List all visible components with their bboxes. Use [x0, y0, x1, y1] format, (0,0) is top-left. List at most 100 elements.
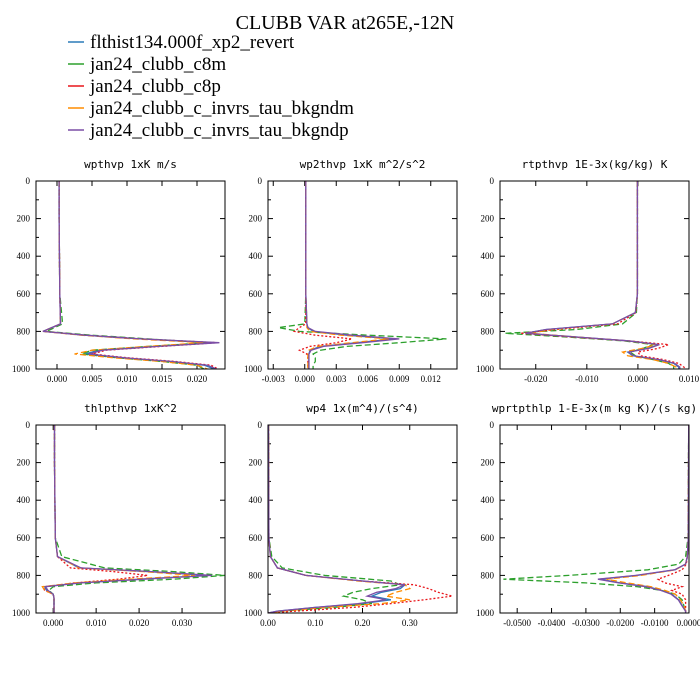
series-line	[268, 425, 403, 613]
series-line	[525, 181, 681, 369]
plot-frame	[35, 424, 226, 614]
plot-frame	[499, 424, 690, 614]
x-tick-label: 0.0000	[677, 618, 700, 628]
x-tick-label: -0.0200	[606, 618, 634, 628]
x-tick-label: 0.20	[355, 618, 371, 628]
y-tick-label: 400	[17, 495, 31, 505]
chart-panel: wp2thvp 1xK m^2/s^2 0 200 400 600 800 1000-0.0…	[244, 158, 458, 384]
panel-title: wprtpthlp 1-E-3x(m kg K)/(s kg)	[492, 402, 697, 415]
y-tick-label: 0	[258, 176, 263, 186]
y-tick-label: 200	[249, 214, 263, 224]
y-tick-label: 200	[249, 458, 263, 468]
x-tick-label: 0.020	[129, 618, 150, 628]
x-tick-label: 0.000	[47, 374, 68, 384]
y-tick-label: 200	[481, 458, 495, 468]
x-tick-label: 0.000	[295, 374, 316, 384]
panel-title: wp2thvp 1xK m^2/s^2	[300, 158, 426, 171]
series-line	[42, 181, 220, 369]
x-tick-label: 0.10	[307, 618, 323, 628]
y-tick-label: 0	[26, 420, 31, 430]
x-tick-label: 0.003	[326, 374, 347, 384]
x-tick-label: 0.006	[358, 374, 379, 384]
chart-panel: wprtpthlp 1-E-3x(m kg K)/(s kg) 0 200 400 60…	[476, 402, 700, 628]
x-tick-label: 0.012	[421, 374, 441, 384]
y-tick-label: 600	[17, 533, 31, 543]
series-line	[305, 181, 400, 369]
x-tick-label: 0.000	[628, 374, 649, 384]
panel-title: thlpthvp 1xK^2	[84, 402, 177, 415]
panel-title: rtpthvp 1E-3x(kg/kg) K	[522, 158, 668, 171]
series-line	[503, 425, 689, 613]
legend-label: jan24_clubb_c_invrs_tau_bkgndm	[89, 98, 354, 119]
series-line	[656, 425, 689, 613]
figure-title: CLUBB VAR at265E,-12N	[236, 12, 455, 34]
y-tick-label: 800	[249, 326, 263, 336]
y-tick-label: 800	[17, 570, 31, 580]
y-tick-label: 400	[249, 251, 263, 261]
x-tick-label: 0.030	[172, 618, 193, 628]
series-line	[505, 181, 675, 369]
x-tick-label: -0.003	[262, 374, 286, 384]
y-tick-label: 400	[481, 495, 495, 505]
y-tick-label: 400	[481, 251, 495, 261]
panel-title: wp4 1x(m^4)/(s^4)	[306, 402, 419, 415]
x-tick-label: -0.0400	[538, 618, 566, 628]
y-tick-label: 0	[26, 176, 31, 186]
y-tick-label: 600	[249, 533, 263, 543]
series-line	[530, 181, 677, 369]
x-tick-label: 0.009	[389, 374, 410, 384]
x-tick-label: 0.000	[43, 618, 64, 628]
legend-label: jan24_clubb_c8p	[89, 76, 221, 97]
series-line	[41, 425, 195, 613]
y-tick-label: 1000	[244, 364, 263, 374]
chart-panel: rtpthvp 1E-3x(kg/kg) K 0 200 400 600 800 1000 -…	[476, 158, 700, 384]
plot-frame	[267, 180, 458, 370]
x-tick-label: -0.0300	[572, 618, 600, 628]
legend: flthist134.000f_xp2_revertjan24_clubb_c8…	[68, 32, 354, 141]
plot-frame	[267, 424, 458, 614]
series-line	[44, 425, 213, 613]
series-line	[268, 425, 407, 613]
x-tick-label: -0.020	[524, 374, 548, 384]
y-tick-label: 1000	[12, 608, 31, 618]
y-tick-label: 400	[17, 251, 31, 261]
plot-frame	[499, 180, 690, 370]
y-tick-label: 800	[481, 570, 495, 580]
y-tick-label: 200	[17, 214, 31, 224]
y-tick-label: 800	[249, 570, 263, 580]
x-tick-label: 0.010	[679, 374, 700, 384]
series-line	[268, 425, 453, 613]
y-tick-label: 1000	[476, 364, 495, 374]
x-tick-label: -0.0500	[503, 618, 531, 628]
y-tick-label: 1000	[244, 608, 263, 618]
x-tick-label: 0.00	[260, 618, 276, 628]
series-line	[525, 181, 680, 369]
panel-title: wpthvp 1xK m/s	[84, 158, 177, 171]
x-tick-label: 0.010	[86, 618, 107, 628]
series-line	[268, 425, 412, 613]
y-tick-label: 0	[490, 420, 495, 430]
legend-label: jan24_clubb_c8m	[89, 54, 226, 75]
y-tick-label: 200	[481, 214, 495, 224]
y-tick-label: 1000	[12, 364, 31, 374]
series-line	[597, 425, 689, 613]
chart-panel: thlpthvp 1xK^2 0 200 400 600 800 1000 0.000 0.01…	[12, 402, 226, 628]
x-tick-label: 0.015	[152, 374, 173, 384]
series-line	[292, 181, 353, 369]
y-tick-label: 400	[249, 495, 263, 505]
x-tick-label: 0.020	[187, 374, 208, 384]
x-tick-label: 0.30	[402, 618, 418, 628]
x-tick-label: -0.0100	[641, 618, 669, 628]
plot-frame	[35, 180, 226, 370]
y-tick-label: 1000	[476, 608, 495, 618]
legend-label: jan24_clubb_c_invrs_tau_bkgndp	[89, 120, 349, 141]
series-line	[520, 181, 687, 369]
y-tick-label: 800	[17, 326, 31, 336]
x-tick-label: -0.010	[575, 374, 599, 384]
y-tick-label: 600	[481, 289, 495, 299]
chart-panel: wpthvp 1xK m/s 0 200 400 600 800 1000 0.000 0.00…	[12, 158, 226, 384]
y-tick-label: 0	[258, 420, 263, 430]
